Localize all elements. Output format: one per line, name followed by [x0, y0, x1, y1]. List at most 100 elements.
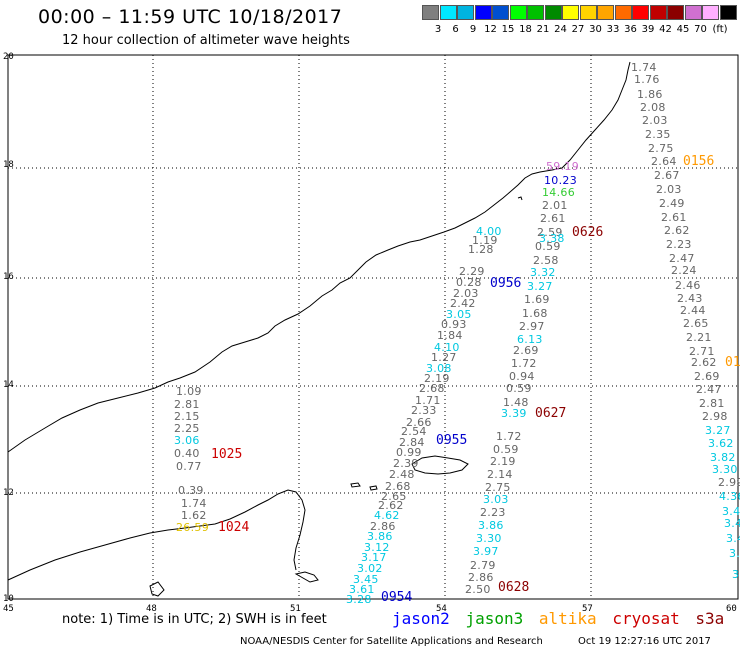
islet-3 — [294, 571, 319, 583]
color-swatch — [684, 5, 702, 20]
lat-label-16: 16 — [3, 272, 14, 282]
color-swatch — [562, 5, 579, 20]
wave-height-value: 6.13 — [517, 333, 543, 346]
color-swatch — [422, 5, 439, 20]
wave-height-value: 1.76 — [634, 73, 660, 86]
color-swatch — [492, 5, 509, 20]
wave-height-value: 3.62 — [708, 437, 734, 450]
pass-time-label: 01 — [725, 355, 740, 370]
wave-height-value: 2.68 — [385, 480, 411, 493]
color-swatch — [439, 5, 457, 20]
wave-height-value: 3.86 — [367, 530, 393, 543]
pass-time-label: 0628 — [498, 580, 530, 595]
chart-title: 00:00 – 11:59 UTC 10/18/2017 — [38, 6, 343, 28]
wave-height-value: 2.19 — [424, 372, 450, 385]
color-swatch — [579, 5, 597, 20]
wave-height-value: 2.69 — [694, 370, 720, 383]
color-scale-label: 15 — [501, 24, 515, 35]
legend-cryosat: cryosat — [612, 609, 680, 628]
color-swatch — [597, 5, 614, 20]
lon-label-48: 48 — [146, 604, 157, 614]
wave-height-value: 3.30 — [712, 463, 738, 476]
color-swatch — [702, 5, 719, 20]
wave-height-value: 2.75 — [648, 142, 674, 155]
footer-timestamp: Oct 19 12:27:16 UTC 2017 — [578, 636, 711, 647]
wave-height-value: 2.47 — [696, 383, 722, 396]
wave-height-value: 4.10 — [434, 341, 460, 354]
wave-height-value: 2.75 — [485, 481, 511, 494]
color-scale-label: 12 — [484, 24, 497, 35]
islet-5 — [517, 196, 523, 201]
wave-height-value: 2.49 — [659, 197, 685, 210]
lon-label-60: 60 — [726, 604, 737, 614]
wave-height-value: 3.86 — [478, 519, 504, 532]
color-swatch — [509, 5, 527, 20]
color-swatch — [474, 5, 492, 20]
wave-height-value: 3.32 — [530, 266, 556, 279]
color-scale-label: 18 — [519, 24, 532, 35]
color-scale-label: 21 — [536, 24, 550, 35]
wave-height-value: 0.59 — [493, 443, 519, 456]
wave-height-value: 2.48 — [389, 468, 415, 481]
wave-height-value: 2.79 — [470, 559, 496, 572]
wave-height-value: 2.68 — [419, 382, 445, 395]
wave-height-value: 1.72 — [496, 430, 522, 443]
wave-height-value: 3.06 — [174, 434, 200, 447]
lat-label-20: 20 — [3, 52, 14, 62]
wave-height-value: 1.62 — [181, 509, 207, 522]
wave-height-value: 2.39 — [393, 457, 419, 470]
map-border — [7, 54, 739, 600]
wave-height-value: 2.23 — [480, 506, 506, 519]
wave-height-value: 0.94 — [509, 370, 535, 383]
wave-height-value: 1.19 — [472, 234, 498, 247]
legend-altika: altika — [538, 609, 597, 628]
wave-height-value: 1.84 — [437, 329, 463, 342]
wave-height-value: 2.59 — [537, 226, 563, 239]
wave-height-value: 2.14 — [487, 468, 513, 481]
wave-height-value: 2.58 — [533, 254, 559, 267]
wave-height-value: 2.81 — [699, 397, 725, 410]
islet-4 — [149, 581, 165, 597]
wave-height-value: 2.03 — [642, 114, 668, 127]
wave-height-value: 3.12 — [364, 541, 390, 554]
pass-time-label: 0156 — [683, 154, 715, 169]
grid-lines — [8, 55, 738, 599]
lat-label-18: 18 — [3, 160, 14, 170]
wave-height-value: 3.30 — [476, 532, 502, 545]
pass-time-label: 1025 — [211, 447, 243, 462]
wave-height-value: 2.33 — [411, 404, 437, 417]
legend-jason3: jason3 — [465, 609, 524, 628]
wave-height-value: 2.62 — [378, 499, 404, 512]
color-scale-label: 6 — [452, 24, 459, 35]
wave-height-value: 2.03 — [656, 183, 682, 196]
wave-height-value: 2.65 — [381, 490, 407, 503]
color-swatch — [649, 5, 667, 20]
somalia-coastline — [7, 489, 306, 581]
wave-height-value: 2.03 — [453, 287, 479, 300]
color-scale-label: 36 — [624, 24, 637, 35]
wave-height-value: 2.66 — [406, 416, 432, 429]
lon-label-51: 51 — [290, 604, 301, 614]
wave-height-value: 2.99 — [718, 476, 740, 489]
wave-height-value: 2.69 — [513, 344, 539, 357]
wave-height-value: 3.17 — [361, 551, 387, 564]
wave-height-value: 0.28 — [456, 276, 482, 289]
wave-height-value: 4.36 — [719, 490, 740, 503]
satellite-legend: jason2 jason3 altika cryosat s3a — [392, 609, 730, 628]
wave-height-value: 3.08 — [426, 362, 452, 375]
wave-height-value: 2.21 — [686, 331, 712, 344]
wave-height-value: 0.93 — [441, 318, 467, 331]
wave-height-value: 3.28 — [346, 593, 372, 606]
pass-time-label: 0956 — [490, 276, 522, 291]
wave-height-value: 3.27 — [705, 424, 731, 437]
wave-height-value: 3.03 — [483, 493, 509, 506]
wave-height-value: 2.54 — [401, 425, 427, 438]
wave-height-value: 2.65 — [683, 317, 709, 330]
wave-height-value: 3.45 — [353, 573, 379, 586]
wave-height-value: 2.98 — [702, 410, 728, 423]
wave-height-value: 0.59 — [506, 382, 532, 395]
wave-height-value: 2.25 — [174, 422, 200, 435]
islet-1 — [350, 482, 361, 488]
pass-time-label: 0955 — [436, 433, 468, 448]
color-scale-label: 30 — [589, 24, 602, 35]
